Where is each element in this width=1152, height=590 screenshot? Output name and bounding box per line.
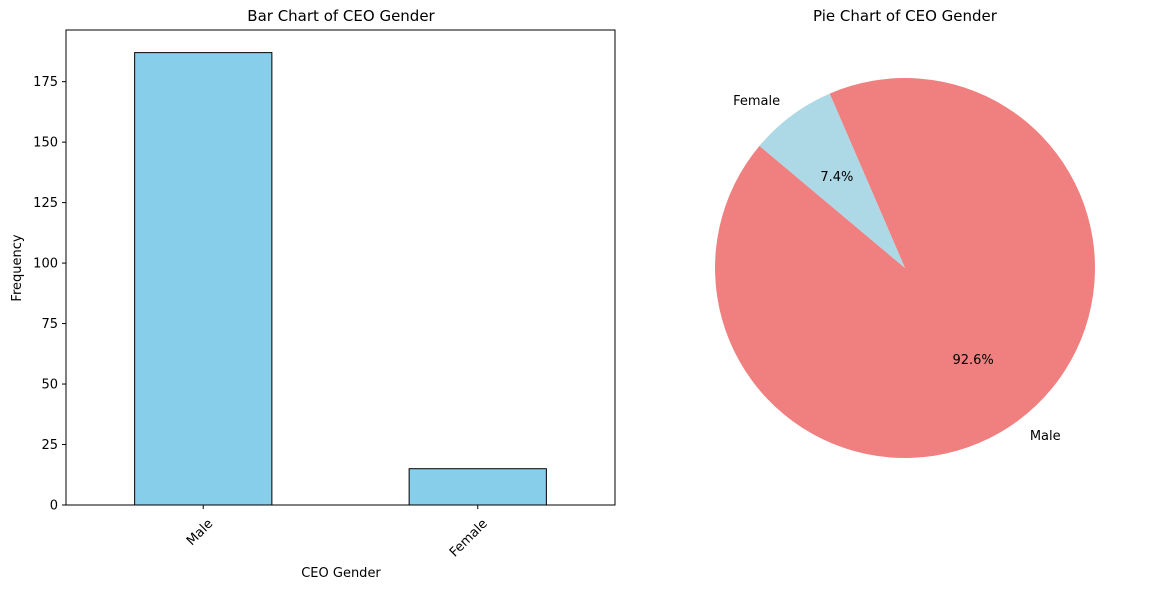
bar-chart-title: Bar Chart of CEO Gender	[247, 7, 435, 25]
pie-chart: Pie Chart of CEO Gender Male 92.6% Female 7…	[715, 7, 1095, 459]
bar-chart-y-ticks: 0 25 50 75 100 125 150 175	[33, 75, 66, 514]
pie-label-male: Male	[1030, 429, 1061, 444]
y-tick-label: 75	[41, 317, 58, 332]
bar-male	[134, 52, 273, 506]
pie-chart-title: Pie Chart of CEO Gender	[813, 7, 998, 25]
x-tick-label: Female	[447, 516, 491, 560]
pie-slice-male	[715, 78, 1095, 459]
pie-slice-female	[759, 93, 905, 269]
pie-chart-slices	[715, 78, 1095, 459]
y-tick-label: 25	[41, 438, 58, 453]
pie-percent-label: 7.4%	[820, 170, 853, 185]
y-tick-label: 50	[41, 378, 58, 393]
y-tick-label: 175	[33, 75, 58, 90]
bar-chart: Bar Chart of CEO Gender 0 25 50 75 100 125 150…	[10, 7, 616, 581]
y-tick-label: 150	[33, 136, 58, 151]
y-tick-label: 125	[33, 196, 58, 211]
y-tick-label: 100	[33, 257, 58, 272]
pie-chart-labels: Male 92.6% Female 7.4%	[733, 94, 1061, 444]
bar-chart-axes-frame	[65, 29, 616, 506]
bar-chart-bars	[134, 52, 547, 506]
bar-female	[408, 468, 547, 506]
pie-label-female: Female	[733, 94, 780, 109]
bar-chart-x-axis-label: CEO Gender	[301, 566, 381, 581]
bar-chart-y-axis-label: Frequency	[10, 234, 25, 301]
pie-percent-label: 92.6%	[952, 353, 993, 368]
x-tick-label: Male	[184, 516, 216, 548]
bar-chart-x-ticks: Male Female	[184, 505, 491, 560]
y-tick-label: 0	[50, 499, 58, 514]
